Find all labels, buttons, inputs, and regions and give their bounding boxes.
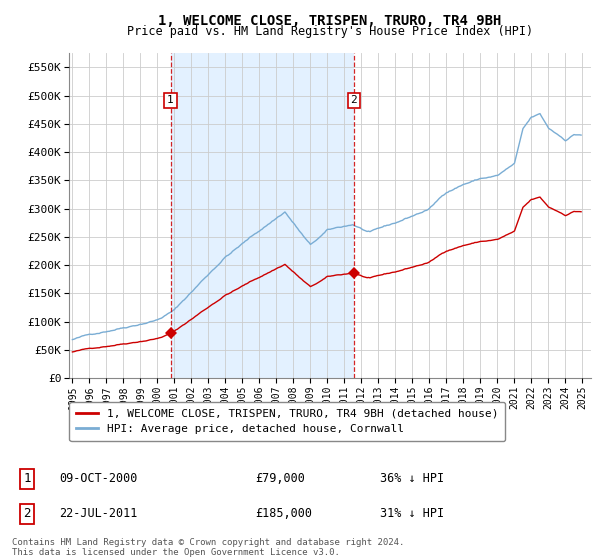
Legend: 1, WELCOME CLOSE, TRISPEN, TRURO, TR4 9BH (detached house), HPI: Average price, : 1, WELCOME CLOSE, TRISPEN, TRURO, TR4 9B… [70,402,505,441]
Text: 36% ↓ HPI: 36% ↓ HPI [380,472,445,486]
Text: 2: 2 [23,507,31,520]
Text: 31% ↓ HPI: 31% ↓ HPI [380,507,445,520]
Text: Price paid vs. HM Land Registry's House Price Index (HPI): Price paid vs. HM Land Registry's House … [127,25,533,38]
Bar [170,53,354,378]
Text: 2: 2 [350,95,357,105]
Text: 22-JUL-2011: 22-JUL-2011 [59,507,138,520]
Text: £79,000: £79,000 [256,472,305,486]
Text: £185,000: £185,000 [256,507,313,520]
Text: 1, WELCOME CLOSE, TRISPEN, TRURO, TR4 9BH: 1, WELCOME CLOSE, TRISPEN, TRURO, TR4 9B… [158,14,502,28]
Text: 1: 1 [167,95,174,105]
Text: Contains HM Land Registry data © Crown copyright and database right 2024.
This d: Contains HM Land Registry data © Crown c… [12,538,404,557]
Text: 09-OCT-2000: 09-OCT-2000 [59,472,138,486]
Text: 1: 1 [23,472,31,486]
